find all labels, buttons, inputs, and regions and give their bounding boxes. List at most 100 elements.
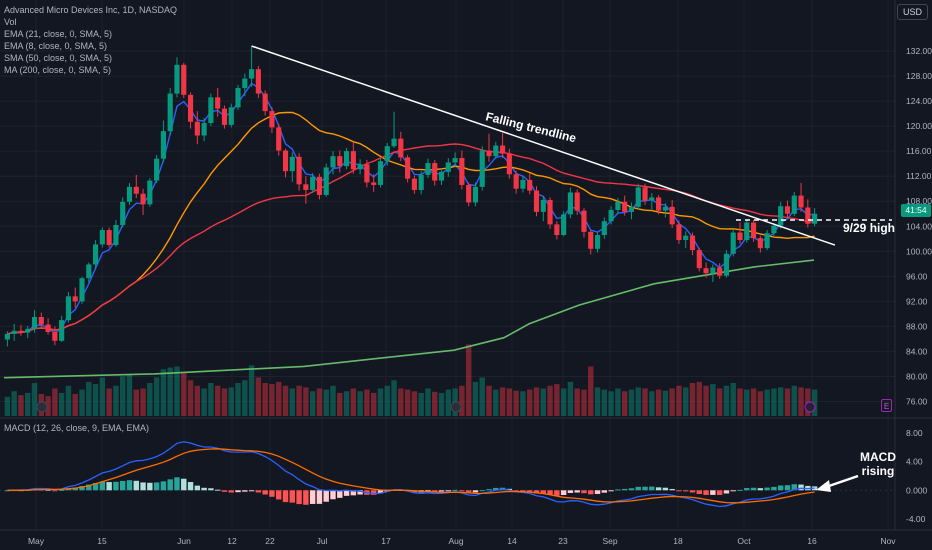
- candle-body: [717, 267, 723, 276]
- volume-bar: [798, 387, 804, 416]
- volume-bar: [757, 391, 764, 416]
- candle-body: [201, 123, 207, 136]
- price-tick-label: 112.00: [906, 171, 932, 181]
- volume-bar: [662, 390, 669, 416]
- candle-body: [371, 182, 377, 185]
- time-axis: May 15 Jun 12 22 Jul 17 Aug 14 23 Sep 18 Oct 16 Nov: [28, 536, 896, 546]
- earnings-marker: [450, 401, 462, 413]
- candle-body: [425, 163, 431, 175]
- macd-histogram-bar: [764, 487, 770, 491]
- macd-histogram-bar: [615, 489, 621, 491]
- candle-body: [567, 192, 573, 215]
- volume-bar: [506, 388, 513, 416]
- candle-body: [689, 235, 696, 251]
- macd-histogram-bar: [513, 490, 519, 492]
- candle-body: [4, 333, 10, 340]
- macd-histogram-bar: [567, 490, 574, 494]
- volume-bar: [465, 344, 472, 416]
- volume-bar: [45, 396, 51, 416]
- candle-body: [778, 206, 784, 226]
- candle-body: [737, 232, 743, 241]
- macd-histogram-bar: [309, 490, 316, 504]
- volume-bar: [140, 388, 146, 416]
- macd-histogram-bar: [784, 485, 791, 491]
- volume-bar: [771, 388, 777, 416]
- candle-body: [38, 317, 44, 325]
- time-tick-label: 22: [265, 536, 275, 546]
- volume-bar: [181, 373, 187, 416]
- macd-histogram-bar: [798, 484, 804, 491]
- macd-histogram-bar: [269, 490, 275, 497]
- macd-arrow-shaft: [825, 474, 859, 489]
- signal-line: [7, 448, 815, 504]
- volume-bar: [588, 366, 594, 416]
- volume-bar: [119, 376, 126, 416]
- time-tick-label: Sep: [602, 536, 617, 546]
- volume-bar: [167, 367, 173, 416]
- macd-histogram-bar: [153, 482, 160, 491]
- macd-histogram-bar: [479, 490, 485, 492]
- time-tick-label: 23: [558, 536, 568, 546]
- macd-histogram-bar: [547, 490, 553, 495]
- macd-histogram-bar: [174, 477, 180, 491]
- price-tick-label: 104.00: [906, 221, 932, 231]
- last-price-tag: 41:54: [901, 204, 931, 217]
- candle-body: [513, 174, 519, 189]
- currency-button[interactable]: USD: [896, 4, 928, 20]
- macd-histogram-bar: [276, 490, 282, 500]
- candle-body: [398, 138, 404, 158]
- volume-bar: [18, 395, 24, 416]
- macd-histogram-bar: [649, 486, 655, 491]
- price-tick-label: 100.00: [906, 246, 932, 256]
- candle-body: [174, 64, 180, 94]
- candle-body: [472, 186, 479, 203]
- candle-body: [479, 150, 485, 187]
- legend-sma50[interactable]: SMA (50, close, 0, SMA, 5): [4, 53, 113, 63]
- candle-body: [438, 171, 445, 181]
- volume-bar: [52, 388, 58, 416]
- macd-histogram-bar: [214, 489, 221, 491]
- volume-bar: [723, 385, 730, 416]
- macd-histogram-bar: [235, 490, 241, 493]
- volume-bar: [391, 380, 397, 416]
- volume-bar: [255, 377, 262, 416]
- candle-body: [622, 201, 628, 212]
- candle-body: [18, 330, 24, 333]
- macd-histogram-bar: [710, 490, 716, 495]
- volume-bar: [540, 388, 546, 416]
- legend-ma200[interactable]: MA (200, close, 0, SMA, 5): [4, 65, 112, 75]
- legend-ema8[interactable]: EMA (8, close, 0, SMA, 5): [4, 41, 108, 51]
- volume-bar: [649, 391, 655, 416]
- macd-histogram-bar: [540, 490, 546, 494]
- candle-body: [601, 221, 607, 236]
- price-tick-label: 124.00: [906, 96, 932, 106]
- candle-body: [25, 328, 31, 333]
- volume-label: Vol: [4, 17, 17, 27]
- macd-histogram-bar: [296, 490, 302, 505]
- legend-ema21[interactable]: EMA (21, close, 0, SMA, 5): [4, 29, 113, 39]
- candle-body: [703, 268, 709, 274]
- macd-histogram-bar: [45, 489, 51, 491]
- macd-histogram-bar: [574, 490, 580, 493]
- time-tick-label: 15: [97, 536, 107, 546]
- volume-bar: [676, 385, 682, 416]
- candle-body: [330, 156, 336, 168]
- macd-legend[interactable]: MACD (12, 26, close, 9, EMA, EMA): [4, 423, 150, 433]
- candle-body: [669, 206, 675, 225]
- macd-histogram-bar: [696, 490, 703, 494]
- candle-body: [499, 145, 506, 154]
- volume-bar: [445, 389, 452, 416]
- volume-bar: [126, 374, 133, 416]
- volume-bar: [621, 391, 628, 416]
- candle-body: [31, 317, 38, 329]
- volume-bar: [547, 385, 553, 416]
- indicator-badge[interactable]: E: [881, 399, 892, 412]
- candle-body: [744, 222, 750, 241]
- candle-body: [662, 206, 668, 211]
- price-tick-label: 132.00: [906, 46, 932, 56]
- macd-histogram-bar: [119, 480, 126, 491]
- macd-histogram-bar: [594, 490, 601, 494]
- volume-bar: [689, 383, 696, 416]
- macd-histogram-bar: [438, 490, 445, 492]
